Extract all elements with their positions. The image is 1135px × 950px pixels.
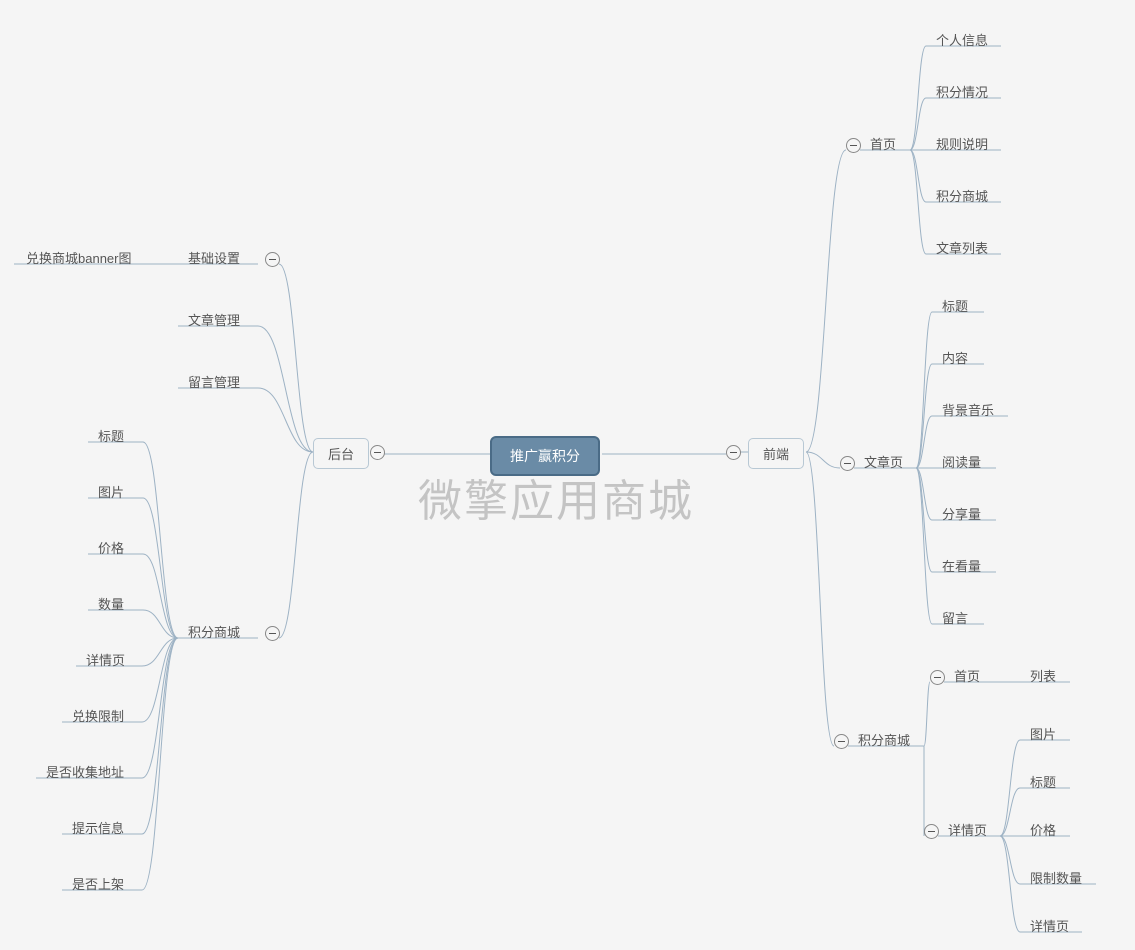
collapse-toggle[interactable] [726,445,741,460]
left-leaf: 详情页 [86,650,125,669]
left-node: 留言管理 [188,372,240,391]
left-leaf: 是否上架 [72,874,124,893]
left-leaf: 提示信息 [72,818,124,837]
right-node: 标题 [942,296,968,315]
left-leaf: 数量 [98,594,124,613]
right-node: 积分商城 [936,186,988,205]
right-node: 积分情况 [936,82,988,101]
right-node: 阅读量 [942,452,981,471]
collapse-toggle[interactable] [834,734,849,749]
right-node: 详情页 [948,820,987,839]
right-node: 价格 [1030,820,1056,839]
right-node: 分享量 [942,504,981,523]
branch-left: 后台 [313,438,369,469]
right-node: 详情页 [1030,916,1069,935]
left-leaf: 兑换限制 [72,706,124,725]
left-leaf: 标题 [98,426,124,445]
collapse-toggle[interactable] [840,456,855,471]
left-leaf: 价格 [98,538,124,557]
left-node: 基础设置 [188,248,240,267]
right-node: 规则说明 [936,134,988,153]
right-node: 首页 [870,134,896,153]
right-node: 留言 [942,608,968,627]
collapse-toggle[interactable] [846,138,861,153]
root-node: 推广赢积分 [490,436,600,476]
left-leaf: 图片 [98,482,124,501]
right-node: 图片 [1030,724,1056,743]
right-node: 限制数量 [1030,868,1082,887]
left-node: 积分商城 [188,622,240,641]
right-node: 内容 [942,348,968,367]
branch-right: 前端 [748,438,804,469]
right-node: 标题 [1030,772,1056,791]
right-node: 首页 [954,666,980,685]
right-node: 在看量 [942,556,981,575]
left-leaf: 兑换商城banner图 [26,248,131,267]
collapse-toggle[interactable] [265,626,280,641]
right-node: 文章列表 [936,238,988,257]
left-node: 文章管理 [188,310,240,329]
right-node: 列表 [1030,666,1056,685]
right-node: 积分商城 [858,730,910,749]
collapse-toggle[interactable] [265,252,280,267]
collapse-toggle[interactable] [924,824,939,839]
collapse-toggle[interactable] [930,670,945,685]
right-node: 文章页 [864,452,903,471]
right-node: 个人信息 [936,30,988,49]
left-leaf: 是否收集地址 [46,762,124,781]
collapse-toggle[interactable] [370,445,385,460]
right-node: 背景音乐 [942,400,994,419]
